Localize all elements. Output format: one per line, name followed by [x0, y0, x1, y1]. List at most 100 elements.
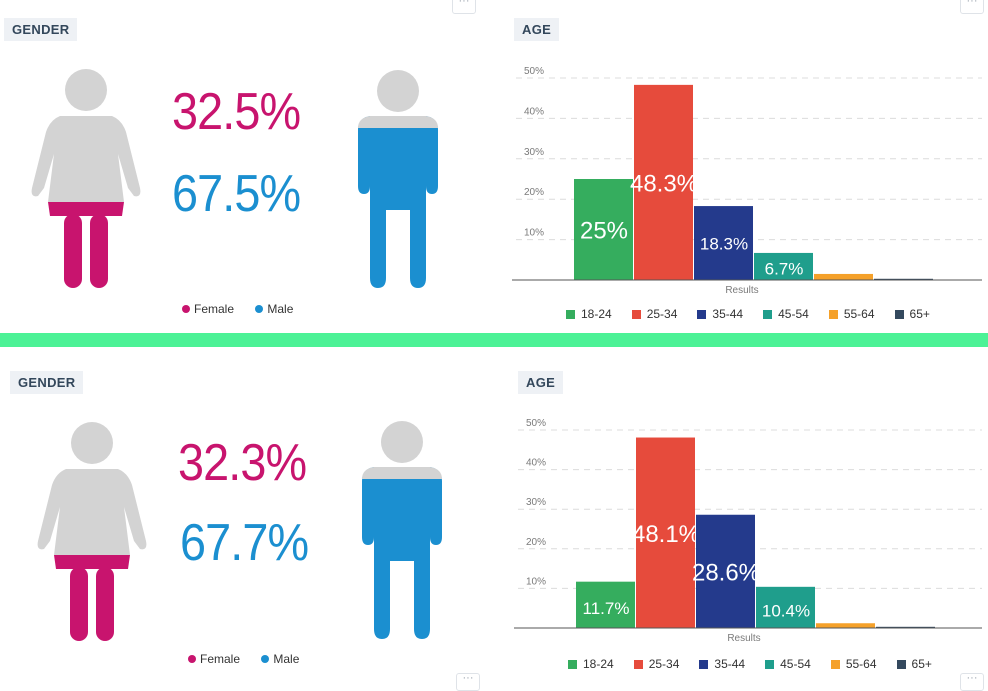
female-figure-icon [31, 69, 141, 288]
legend-item-male: Male [261, 652, 299, 666]
y-tick-label: 50% [524, 66, 544, 77]
legend-label: 25-34 [648, 657, 680, 671]
y-tick-label: 40% [524, 106, 544, 117]
bar-55-64[interactable] [814, 273, 873, 280]
legend-swatch-icon [896, 660, 906, 669]
female-figure-icon [37, 422, 147, 641]
gender-section-tag: GENDER [10, 371, 84, 394]
x-axis-label: Results [725, 285, 758, 296]
bar-18-24[interactable] [576, 581, 635, 628]
bar-55-64[interactable] [816, 623, 875, 628]
gender-more-button[interactable]: ··· [456, 673, 480, 691]
y-tick-label: 30% [526, 497, 546, 508]
legend-item-55-64[interactable]: 55-64 [830, 657, 877, 671]
y-tick-label: 10% [526, 576, 546, 587]
male-dot-icon [261, 655, 270, 663]
legend-label: 25-34 [646, 307, 678, 321]
male-dot-icon [255, 305, 264, 313]
panel-divider [0, 333, 988, 347]
legend-item-25-34[interactable]: 25-34 [631, 307, 678, 321]
legend-item-65+[interactable]: 65+ [894, 307, 930, 321]
legend-item-25-34[interactable]: 25-34 [633, 657, 680, 671]
y-tick-label: 10% [524, 228, 544, 239]
legend-swatch-icon [631, 310, 641, 319]
legend-label: 35-44 [714, 657, 746, 671]
legend-swatch-icon [633, 660, 643, 669]
legend-item-35-44[interactable]: 35-44 [697, 307, 743, 321]
bar-45-54[interactable] [756, 586, 815, 628]
legend-label: 55-64 [843, 307, 875, 321]
legend-label-male: Male [267, 302, 294, 316]
age-more-button[interactable]: ··· [960, 673, 984, 691]
data-label: 10.4% [762, 601, 810, 620]
legend-swatch-icon [699, 660, 709, 669]
female-dot-icon [188, 655, 196, 663]
legend-label: 18-24 [581, 307, 612, 321]
bar-25-34[interactable] [634, 84, 693, 280]
male-percentage: 67.7% [180, 514, 309, 572]
legend-item-18-24[interactable]: 18-24 [568, 657, 614, 671]
legend-label-male: Male [273, 652, 300, 666]
legend-item-55-64[interactable]: 55-64 [828, 307, 875, 321]
age-legend: 18-24 25-34 35-44 45-54 55-64 65+ [566, 307, 950, 321]
gender-legend: Female Male [182, 302, 311, 316]
panel-survey-2: GENDER 32.3% 67.7% Female Male ··· ··· A… [0, 347, 988, 691]
male-figure-icon [358, 70, 438, 288]
gender-more-button[interactable]: ··· [452, 0, 476, 14]
data-label: 28.6% [692, 559, 760, 586]
gender-section-tag: GENDER [4, 18, 78, 41]
age-section-tag: AGE [518, 371, 564, 394]
legend-label-female: Female [200, 652, 241, 666]
legend-swatch-icon [894, 310, 904, 319]
legend-swatch-icon [763, 310, 773, 319]
legend-item-18-24[interactable]: 18-24 [566, 307, 612, 321]
y-tick-label: 20% [524, 187, 544, 198]
y-tick-label: 40% [526, 458, 546, 469]
legend-label: 65+ [911, 657, 932, 671]
legend-label-female: Female [194, 302, 235, 316]
bar-65+[interactable] [874, 278, 933, 280]
female-percentage: 32.3% [178, 434, 307, 492]
y-tick-label: 20% [526, 537, 546, 548]
gender-legend: Female Male [188, 652, 317, 666]
age-section-tag: AGE [514, 18, 560, 41]
bar-35-44[interactable] [694, 206, 753, 280]
data-label: 18.3% [700, 234, 748, 253]
legend-swatch-icon [828, 310, 838, 319]
legend-swatch-icon [568, 660, 577, 669]
legend-label: 65+ [909, 307, 930, 321]
legend-item-65+[interactable]: 65+ [896, 657, 932, 671]
legend-item-45-54[interactable]: 45-54 [765, 657, 811, 671]
legend-label: 45-54 [780, 657, 811, 671]
legend-label: 45-54 [778, 307, 809, 321]
bar-45-54[interactable] [754, 252, 813, 280]
male-percentage: 67.5% [172, 165, 301, 223]
legend-swatch-icon [765, 660, 775, 669]
age-legend: 18-24 25-34 35-44 45-54 55-64 65+ [568, 657, 952, 671]
legend-item-45-54[interactable]: 45-54 [763, 307, 809, 321]
y-tick-label: 50% [526, 418, 546, 429]
age-more-button[interactable]: ··· [960, 0, 984, 14]
age-bar-chart: 10% 20% 30% 40% 50% 11.7% 48.1% 28.6%10.4% Resul… [514, 418, 982, 644]
legend-swatch-icon [830, 660, 840, 669]
bar-18-24[interactable] [574, 179, 633, 280]
legend-swatch-icon [697, 310, 707, 319]
legend-label: 35-44 [712, 307, 744, 321]
legend-label: 18-24 [583, 657, 614, 671]
female-dot-icon [182, 305, 190, 313]
legend-label: 55-64 [845, 657, 877, 671]
y-tick-label: 30% [524, 147, 544, 158]
legend-item-male: Male [255, 302, 293, 316]
x-axis-label: Results [727, 633, 760, 644]
legend-item-female: Female [188, 652, 240, 666]
female-percentage: 32.5% [172, 83, 301, 141]
bar-35-44[interactable] [696, 514, 755, 628]
data-label: 6.7% [765, 260, 804, 279]
bar-65+[interactable] [876, 626, 935, 628]
data-label: 11.7% [583, 599, 630, 618]
male-figure-icon [362, 421, 442, 639]
data-label: 48.1% [632, 521, 700, 548]
bar-25-34[interactable] [636, 437, 695, 628]
data-label: 25% [580, 218, 628, 245]
legend-item-35-44[interactable]: 35-44 [699, 657, 745, 671]
